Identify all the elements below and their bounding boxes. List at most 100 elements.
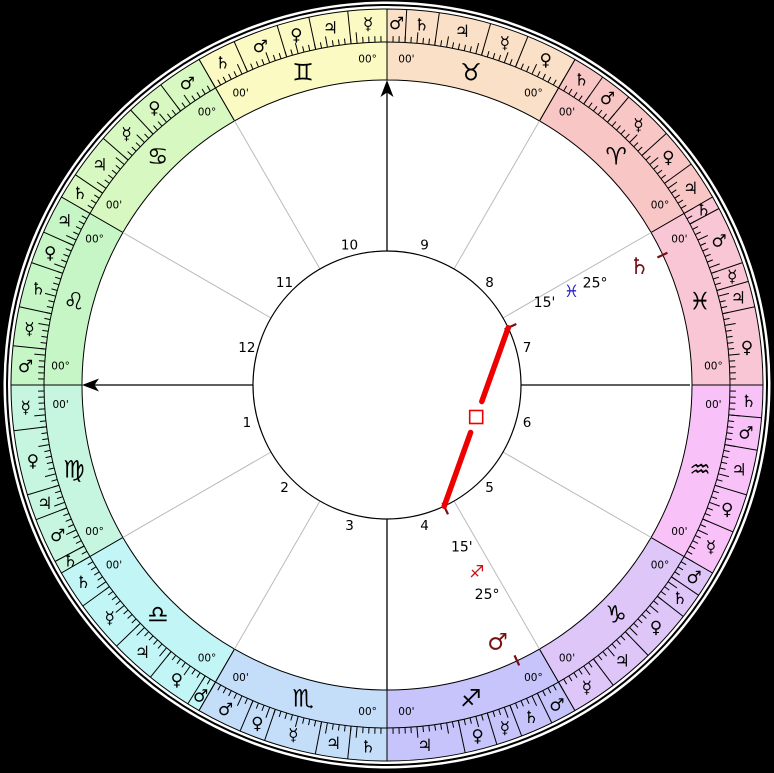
sign-glyph-aquarius: ♒: [689, 455, 711, 483]
term-glyph-leo-saturn: ♄: [31, 279, 46, 299]
term-divider: [130, 109, 154, 135]
planet-degree-saturn: 25°: [583, 275, 608, 291]
term-divider: [714, 484, 747, 496]
term-divider: [641, 133, 667, 156]
term-glyph-cancer-jupiter: ♃: [92, 156, 107, 176]
term-glyph-taurus-saturn: ♄: [414, 16, 429, 36]
sign-glyph-scorpio: ♏: [292, 684, 314, 712]
term-glyph-libra-mercury: ☿: [104, 609, 114, 629]
term-glyph-cancer-saturn: ♄: [72, 184, 87, 204]
term-glyph-virgo-venus: ♀: [27, 451, 39, 471]
cusp-minute-label: 00': [671, 233, 687, 245]
term-divider: [239, 700, 254, 732]
planet-sign-glyph-mars: ♐: [469, 562, 484, 582]
cusp-degree-label: 00°: [524, 87, 543, 99]
ring-tick-mars: [513, 654, 521, 666]
term-divider: [160, 84, 181, 112]
house-number-7: 7: [523, 340, 532, 356]
planet-minute-mars: 15': [451, 539, 473, 555]
term-glyph-aquarius-venus: ♀: [721, 500, 733, 520]
term-glyph-scorpio-mercury: ☿: [288, 726, 298, 746]
term-glyph-pisces-mercury: ☿: [727, 267, 737, 287]
term-glyph-scorpio-venus: ♀: [251, 714, 263, 734]
cusp-degree-label: 00°: [198, 653, 217, 665]
house-cusp-line: [502, 232, 652, 319]
term-divider: [54, 545, 85, 562]
term-glyph-leo-venus: ♀: [44, 243, 56, 263]
house-number-12: 12: [238, 340, 255, 356]
aspect-line: [441, 429, 474, 509]
term-divider: [664, 163, 692, 184]
term-divider: [314, 721, 323, 755]
cusp-minute-label: 00': [559, 653, 575, 665]
term-glyph-aquarius-mars: ♂: [738, 423, 753, 443]
cusp-minute-label: 00': [106, 200, 122, 212]
term-glyph-gemini-jupiter: ♃: [323, 18, 338, 38]
term-divider: [27, 484, 60, 496]
term-divider: [233, 41, 248, 72]
sign-glyph-virgo: ♍: [63, 455, 85, 483]
cusp-minute-label: 00': [398, 706, 414, 718]
term-glyph-taurus-venus: ♀: [539, 51, 551, 71]
planet-minute-saturn: 15': [534, 295, 556, 311]
cusp-degree-label: 00°: [85, 526, 104, 538]
term-divider: [702, 518, 734, 533]
term-divider: [486, 712, 498, 745]
planet-sign-glyph-saturn: ♓: [564, 282, 579, 302]
term-glyph-libra-jupiter: ♃: [135, 643, 150, 663]
term-glyph-capricorn-mercury: ☿: [582, 678, 592, 698]
term-divider: [711, 262, 743, 274]
cusp-degree-label: 00°: [85, 233, 104, 245]
house-number-5: 5: [485, 480, 494, 496]
term-glyph-taurus-mars: ♂: [389, 14, 404, 34]
term-glyph-pisces-saturn: ♄: [696, 200, 711, 220]
term-divider: [308, 17, 317, 50]
outer-ring: [6, 4, 768, 766]
aspect-line: [479, 325, 511, 405]
house-number-10: 10: [341, 238, 358, 254]
term-glyph-aquarius-saturn: ♄: [741, 392, 756, 412]
house-number-9: 9: [420, 238, 429, 254]
term-divider: [722, 306, 755, 315]
cusp-minute-label: 00': [52, 399, 68, 411]
ring-tick-saturn: [656, 251, 668, 259]
term-glyph-cancer-venus: ♀: [148, 99, 160, 119]
term-glyph-leo-mars: ♂: [18, 357, 33, 377]
term-glyph-aries-venus: ♀: [662, 148, 674, 168]
term-divider: [716, 280, 749, 291]
cusp-degree-label: 00°: [704, 360, 723, 372]
sign-glyph-leo: ♌: [63, 288, 85, 316]
term-glyph-capricorn-saturn: ♄: [672, 589, 687, 609]
sign-sector-pisces: [650, 196, 764, 386]
planet-glyph-mars: ♂: [487, 629, 508, 655]
term-divider: [607, 96, 630, 123]
term-glyph-capricorn-jupiter: ♃: [614, 651, 629, 671]
term-glyph-sagittarius-saturn: ♄: [524, 708, 539, 728]
sign-glyph-pisces: ♓: [689, 288, 711, 316]
cusp-minute-label: 00': [232, 672, 248, 684]
term-glyph-scorpio-mars: ♂: [218, 700, 233, 720]
house-number-11: 11: [276, 275, 293, 291]
term-divider: [347, 11, 352, 44]
cusp-minute-label: 00': [232, 87, 248, 99]
term-divider: [593, 658, 614, 686]
term-glyph-libra-mars: ♂: [193, 686, 208, 706]
term-divider: [509, 705, 523, 737]
house-number-3: 3: [345, 518, 354, 534]
cusp-minute-label: 00': [398, 53, 414, 65]
term-divider: [347, 726, 352, 759]
term-divider: [689, 208, 720, 225]
term-divider: [434, 12, 440, 46]
aspect-square-icon: [468, 409, 484, 425]
term-divider: [102, 137, 129, 161]
house-number-1: 1: [243, 415, 252, 431]
cusp-degree-label: 00°: [198, 107, 217, 119]
house-cusp-line: [122, 232, 272, 319]
term-glyph-capricorn-mars: ♂: [686, 568, 701, 588]
term-divider: [82, 586, 110, 607]
term-divider: [624, 631, 649, 656]
house-cusp-line: [122, 451, 272, 538]
house-number-8: 8: [485, 275, 494, 291]
sign-glyph-cancer: ♋: [147, 142, 169, 170]
